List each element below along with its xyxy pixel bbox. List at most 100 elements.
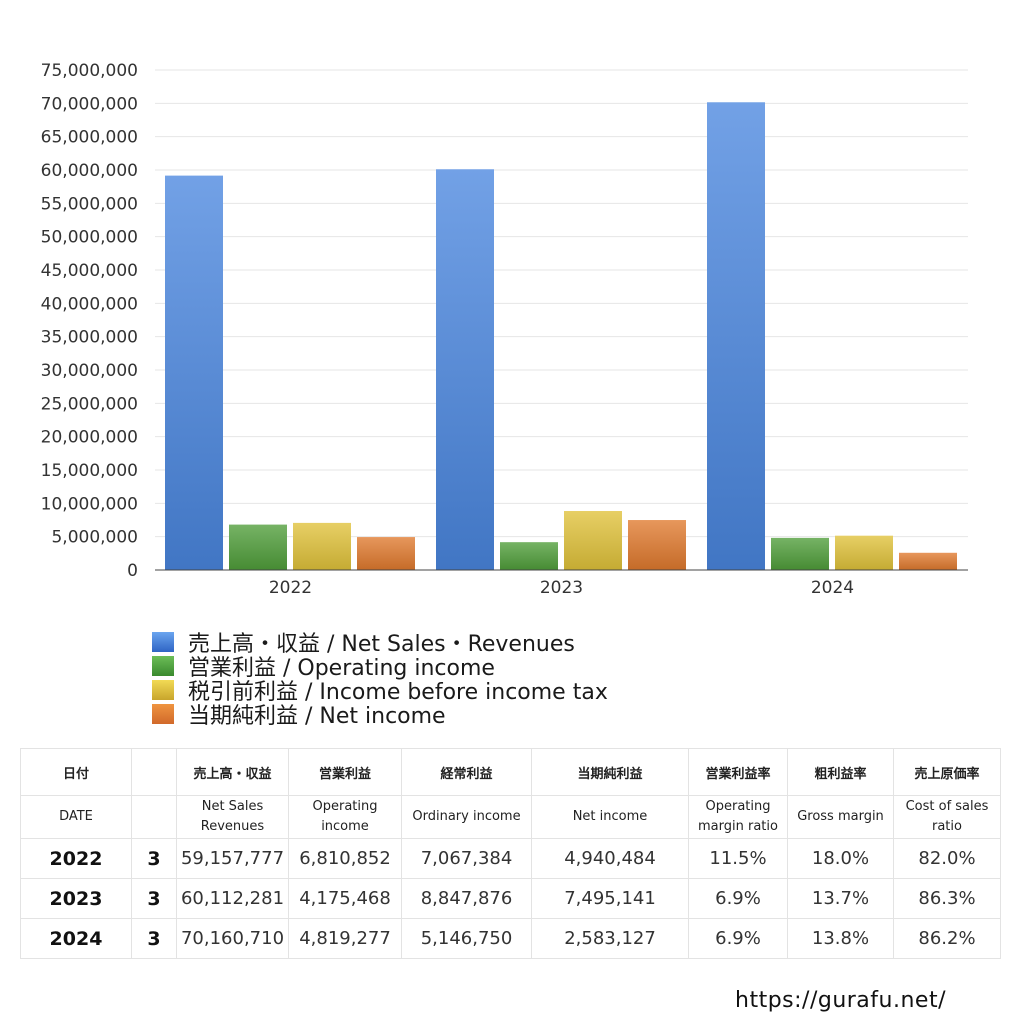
header-cell: 日付 [20, 748, 132, 796]
header-cell: 営業利益 [288, 748, 402, 796]
y-tick-label: 35,000,000 [41, 328, 138, 348]
y-tick-label: 50,000,000 [41, 228, 138, 248]
table-cell: 86.2% [893, 918, 1001, 959]
y-tick-label: 5,000,000 [51, 528, 138, 548]
header-cell: 当期純利益 [531, 748, 689, 796]
table-cell: 4,175,468 [288, 878, 402, 919]
table-cell: 60,112,281 [176, 878, 289, 919]
table-cell: 11.5% [688, 838, 788, 879]
table-cell-month: 3 [131, 918, 177, 959]
header-cell: Cost of sales ratio [893, 795, 1001, 839]
header-line: Net Sales [201, 799, 264, 814]
table-cell: 5,146,750 [401, 918, 532, 959]
header-line: margin ratio [698, 819, 778, 834]
table-cell: 13.7% [787, 878, 894, 919]
y-tick-label: 40,000,000 [41, 294, 138, 314]
y-tick-label: 15,000,000 [41, 461, 138, 481]
bar-2023-series-2 [564, 511, 622, 570]
header-cell: 経常利益 [401, 748, 532, 796]
bar-2023-series-3 [628, 520, 686, 570]
y-tick-label: 0 [127, 561, 138, 581]
table-cell-month: 3 [131, 878, 177, 919]
y-tick-label: 60,000,000 [41, 161, 138, 181]
table-cell-month: 3 [131, 838, 177, 879]
legend-label: 税引前利益 / Income before income tax [188, 680, 608, 705]
table-header-en: DATE Net Sales Revenues Operating income O… [20, 795, 1001, 839]
header-cell: 粗利益率 [787, 748, 894, 796]
header-line: DATE [59, 809, 93, 824]
table-cell: 8,847,876 [401, 878, 532, 919]
table-row: 2024 3 70,160,710 4,819,277 5,146,750 2,… [20, 918, 1001, 959]
legend-swatch [152, 632, 174, 652]
header-line: income [321, 819, 369, 834]
table-cell: 6.9% [688, 918, 788, 959]
y-tick-label: 25,000,000 [41, 394, 138, 414]
header-line: Revenues [200, 819, 265, 834]
bar-2024-series-3 [899, 552, 957, 570]
header-cell: Operating margin ratio [688, 795, 788, 839]
y-tick-label: 20,000,000 [41, 428, 138, 448]
table-cell-year: 2023 [20, 878, 132, 919]
table-cell: 4,819,277 [288, 918, 402, 959]
header-cell [131, 795, 177, 839]
financial-table: 日付 売上高・収益 営業利益 経常利益 当期純利益 営業利益率 粗利益率 売上原… [20, 748, 1001, 959]
header-cell: Gross margin [787, 795, 894, 839]
y-tick-label: 70,000,000 [41, 94, 138, 114]
table-cell: 6.9% [688, 878, 788, 919]
legend: 売上高・収益 / Net Sales・Revenues 営業利益 / Opera… [152, 630, 608, 729]
site-url: https://gurafu.net/ [735, 988, 946, 1013]
legend-swatch [152, 680, 174, 700]
header-line: Cost of sales [905, 799, 989, 814]
bar-2023-series-0 [436, 169, 494, 570]
y-tick-label: 30,000,000 [41, 361, 138, 381]
header-line: Operating [312, 799, 378, 814]
table-cell-year: 2022 [20, 838, 132, 879]
legend-label: 売上高・収益 / Net Sales・Revenues [188, 632, 575, 657]
bar-2024-series-1 [771, 537, 829, 570]
bar-chart: 0 5,000,000 10,000,000 15,000,000 20,000,000… [41, 61, 968, 598]
legend-item-net-sales: 売上高・収益 / Net Sales・Revenues [152, 630, 608, 657]
table-cell: 59,157,777 [176, 838, 289, 879]
legend-swatch [152, 656, 174, 676]
legend-item-operating-income: 営業利益 / Operating income [152, 654, 608, 681]
table-cell: 6,810,852 [288, 838, 402, 879]
bar-2022-series-1 [229, 524, 287, 570]
table-cell: 18.0% [787, 838, 894, 879]
y-axis-labels: 0 5,000,000 10,000,000 15,000,000 20,000,000… [41, 61, 138, 581]
header-cell: Ordinary income [401, 795, 532, 839]
table-row: 2023 3 60,112,281 4,175,468 8,847,876 7,… [20, 878, 1001, 919]
bar-2022-series-2 [293, 522, 351, 570]
legend-item-net-income: 当期純利益 / Net income [152, 702, 608, 729]
header-cell: 営業利益率 [688, 748, 788, 796]
legend-label: 当期純利益 / Net income [188, 704, 446, 729]
header-cell: DATE [20, 795, 132, 839]
header-cell: 売上原価率 [893, 748, 1001, 796]
bar-2024-series-0 [707, 102, 765, 570]
header-line: Operating [705, 799, 771, 814]
x-tick-label: 2023 [540, 578, 583, 598]
header-line: Gross margin [797, 809, 884, 824]
header-cell: Net income [531, 795, 689, 839]
y-tick-label: 45,000,000 [41, 261, 138, 281]
header-cell [131, 748, 177, 796]
table-cell: 70,160,710 [176, 918, 289, 959]
bar-2023-series-1 [500, 542, 558, 570]
y-tick-label: 75,000,000 [41, 61, 138, 81]
table-cell-year: 2024 [20, 918, 132, 959]
header-cell: Net Sales Revenues [176, 795, 289, 839]
x-axis-labels: 2022 2023 2024 [269, 578, 854, 598]
legend-item-income-before-tax: 税引前利益 / Income before income tax [152, 678, 608, 705]
table-cell: 2,583,127 [531, 918, 689, 959]
bars [165, 102, 957, 571]
table-cell: 82.0% [893, 838, 1001, 879]
header-cell: 売上高・収益 [176, 748, 289, 796]
table-cell: 86.3% [893, 878, 1001, 919]
table-header-jp: 日付 売上高・収益 営業利益 経常利益 当期純利益 営業利益率 粗利益率 売上原… [20, 748, 1001, 796]
header-cell: Operating income [288, 795, 402, 839]
legend-swatch [152, 704, 174, 724]
legend-label: 営業利益 / Operating income [188, 656, 495, 681]
bar-2022-series-3 [357, 537, 415, 570]
y-tick-label: 55,000,000 [41, 194, 138, 214]
table-cell: 7,067,384 [401, 838, 532, 879]
table-cell: 13.8% [787, 918, 894, 959]
